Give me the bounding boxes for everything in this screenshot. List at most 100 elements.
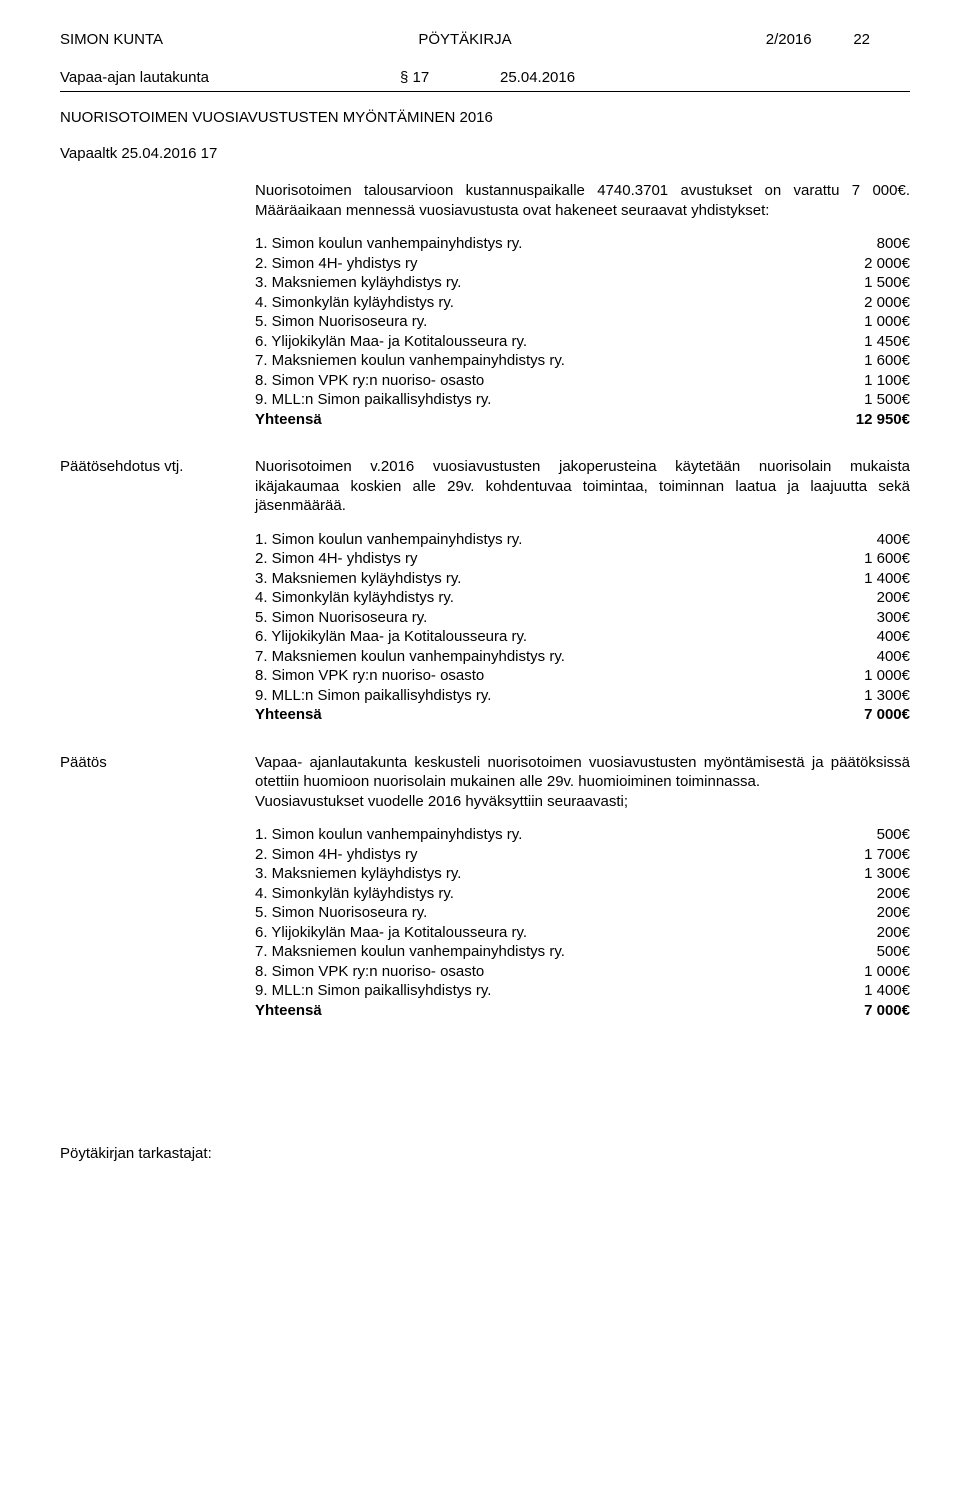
list-amount: 200€ — [820, 588, 910, 608]
list-amount: 200€ — [820, 903, 910, 923]
proposal-heading: Päätösehdotus vtj. — [60, 457, 255, 739]
footer-text: Pöytäkirjan tarkastajat: — [60, 1144, 910, 1164]
list-label: 1. Simon koulun vanhempainyhdistys ry. — [255, 530, 820, 550]
list-amount: 2 000€ — [820, 254, 910, 274]
list-row: 7. Maksniemen koulun vanhempainyhdistys … — [255, 351, 910, 371]
list-row: 9. MLL:n Simon paikallisyhdistys ry.1 50… — [255, 390, 910, 410]
list-amount: 1 600€ — [820, 351, 910, 371]
list-row: 8. Simon VPK ry:n nuoriso- osasto1 100€ — [255, 371, 910, 391]
decision-table: 1. Simon koulun vanhempainyhdistys ry.50… — [255, 825, 910, 1020]
total-label: Yhteensä — [255, 705, 820, 725]
list-label: 9. MLL:n Simon paikallisyhdistys ry. — [255, 390, 820, 410]
list-label: 9. MLL:n Simon paikallisyhdistys ry. — [255, 686, 820, 706]
list-amount: 1 000€ — [820, 312, 910, 332]
list-label: 2. Simon 4H- yhdistys ry — [255, 845, 820, 865]
list-label: 8. Simon VPK ry:n nuoriso- osasto — [255, 962, 820, 982]
list-amount: 1 400€ — [820, 569, 910, 589]
list-row: 7. Maksniemen koulun vanhempainyhdistys … — [255, 647, 910, 667]
list-amount: 1 000€ — [820, 962, 910, 982]
list-label: 7. Maksniemen koulun vanhempainyhdistys … — [255, 351, 820, 371]
list-label: 7. Maksniemen koulun vanhempainyhdistys … — [255, 647, 820, 667]
page-title: NUORISOTOIMEN VUOSIAVUSTUSTEN MYÖNTÄMINE… — [60, 108, 910, 128]
decision-heading: Päätös — [60, 753, 255, 1035]
list-row: 5. Simon Nuorisoseura ry.200€ — [255, 903, 910, 923]
total-amount: 12 950€ — [820, 410, 910, 430]
list-row: 9. MLL:n Simon paikallisyhdistys ry.1 40… — [255, 981, 910, 1001]
proposal-text: Nuorisotoimen v.2016 vuosiavustusten jak… — [255, 457, 910, 516]
page-header: SIMON KUNTA PÖYTÄKIRJA 2/2016 22 — [60, 30, 910, 50]
list-amount: 1 300€ — [820, 686, 910, 706]
list-amount: 800€ — [820, 234, 910, 254]
list-row: 2. Simon 4H- yhdistys ry2 000€ — [255, 254, 910, 274]
list-row: 3. Maksniemen kyläyhdistys ry.1 500€ — [255, 273, 910, 293]
list-amount: 400€ — [820, 627, 910, 647]
list-label: 5. Simon Nuorisoseura ry. — [255, 903, 820, 923]
proposal-table: 1. Simon koulun vanhempainyhdistys ry.40… — [255, 530, 910, 725]
list-label: 3. Maksniemen kyläyhdistys ry. — [255, 569, 820, 589]
list-label: 2. Simon 4H- yhdistys ry — [255, 549, 820, 569]
total-amount: 7 000€ — [820, 1001, 910, 1021]
list-label: 4. Simonkylän kyläyhdistys ry. — [255, 884, 820, 904]
decision-text-1: Vapaa- ajanlautakunta keskusteli nuoriso… — [255, 753, 910, 792]
total-amount: 7 000€ — [820, 705, 910, 725]
committee-section: § 17 — [400, 68, 500, 88]
list-amount: 400€ — [820, 647, 910, 667]
list-amount: 1 100€ — [820, 371, 910, 391]
list-row: 7. Maksniemen koulun vanhempainyhdistys … — [255, 942, 910, 962]
list-amount: 400€ — [820, 530, 910, 550]
list-total-row: Yhteensä12 950€ — [255, 410, 910, 430]
total-label: Yhteensä — [255, 1001, 820, 1021]
list-row: 9. MLL:n Simon paikallisyhdistys ry.1 30… — [255, 686, 910, 706]
committee-name: Vapaa-ajan lautakunta — [60, 68, 400, 88]
list-row: 8. Simon VPK ry:n nuoriso- osasto1 000€ — [255, 666, 910, 686]
list-label: 4. Simonkylän kyläyhdistys ry. — [255, 293, 820, 313]
intro-text: Nuorisotoimen talousarvioon kustannuspai… — [255, 181, 910, 220]
page-num: 22 — [853, 31, 870, 48]
list-amount: 1 300€ — [820, 864, 910, 884]
list-label: 6. Ylijokikylän Maa- ja Kotitalousseura … — [255, 627, 820, 647]
list-row: 3. Maksniemen kyläyhdistys ry.1 300€ — [255, 864, 910, 884]
doc-num: 2/2016 — [766, 31, 812, 48]
list-label: 5. Simon Nuorisoseura ry. — [255, 312, 820, 332]
list-row: 4. Simonkylän kyläyhdistys ry.2 000€ — [255, 293, 910, 313]
list-total-row: Yhteensä7 000€ — [255, 705, 910, 725]
org-name: SIMON KUNTA — [60, 30, 330, 50]
decision-text-2: Vuosiavustukset vuodelle 2016 hyväksytti… — [255, 792, 910, 812]
list-amount: 1 000€ — [820, 666, 910, 686]
list-label: 7. Maksniemen koulun vanhempainyhdistys … — [255, 942, 820, 962]
list-label: 3. Maksniemen kyläyhdistys ry. — [255, 273, 820, 293]
list-row: 1. Simon koulun vanhempainyhdistys ry.40… — [255, 530, 910, 550]
list-amount: 300€ — [820, 608, 910, 628]
list-label: 1. Simon koulun vanhempainyhdistys ry. — [255, 825, 820, 845]
divider — [60, 91, 910, 92]
list-label: 4. Simonkylän kyläyhdistys ry. — [255, 588, 820, 608]
list-amount: 500€ — [820, 825, 910, 845]
list-amount: 1 500€ — [820, 273, 910, 293]
list-row: 2. Simon 4H- yhdistys ry1 700€ — [255, 845, 910, 865]
total-label: Yhteensä — [255, 410, 820, 430]
list-row: 6. Ylijokikylän Maa- ja Kotitalousseura … — [255, 923, 910, 943]
list-amount: 1 500€ — [820, 390, 910, 410]
list-row: 2. Simon 4H- yhdistys ry1 600€ — [255, 549, 910, 569]
reference: Vapaaltk 25.04.2016 17 — [60, 144, 910, 164]
list-row: 1. Simon koulun vanhempainyhdistys ry.80… — [255, 234, 910, 254]
list-row: 8. Simon VPK ry:n nuoriso- osasto1 000€ — [255, 962, 910, 982]
list-total-row: Yhteensä7 000€ — [255, 1001, 910, 1021]
list-row: 3. Maksniemen kyläyhdistys ry.1 400€ — [255, 569, 910, 589]
list-label: 9. MLL:n Simon paikallisyhdistys ry. — [255, 981, 820, 1001]
list-row: 5. Simon Nuorisoseura ry.300€ — [255, 608, 910, 628]
list-row: 6. Ylijokikylän Maa- ja Kotitalousseura … — [255, 332, 910, 352]
list-amount: 2 000€ — [820, 293, 910, 313]
list-label: 6. Ylijokikylän Maa- ja Kotitalousseura … — [255, 923, 820, 943]
list-amount: 1 400€ — [820, 981, 910, 1001]
list-amount: 1 600€ — [820, 549, 910, 569]
list-amount: 1 450€ — [820, 332, 910, 352]
applicants-table: 1. Simon koulun vanhempainyhdistys ry.80… — [255, 234, 910, 429]
list-row: 4. Simonkylän kyläyhdistys ry.200€ — [255, 588, 910, 608]
list-label: 8. Simon VPK ry:n nuoriso- osasto — [255, 666, 820, 686]
list-row: 5. Simon Nuorisoseura ry.1 000€ — [255, 312, 910, 332]
list-amount: 500€ — [820, 942, 910, 962]
list-label: 8. Simon VPK ry:n nuoriso- osasto — [255, 371, 820, 391]
list-row: 1. Simon koulun vanhempainyhdistys ry.50… — [255, 825, 910, 845]
list-amount: 200€ — [820, 923, 910, 943]
